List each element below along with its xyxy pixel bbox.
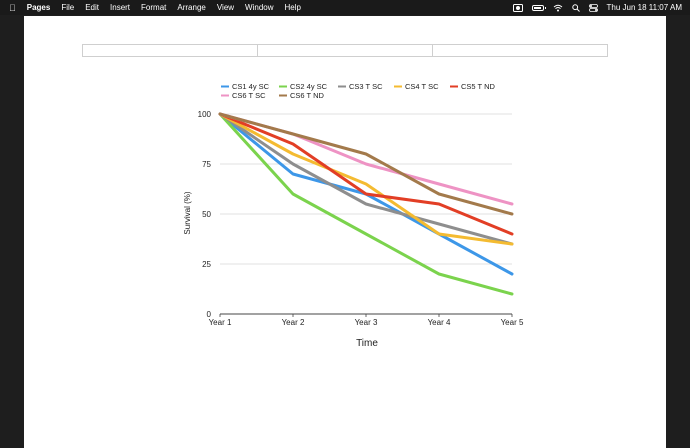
screen-record-icon[interactable] xyxy=(512,3,523,12)
legend-label: CS5 T ND xyxy=(461,82,495,91)
series-line-2 xyxy=(218,112,514,296)
series-line-7 xyxy=(218,112,514,216)
y-axis-label: Survival (%) xyxy=(183,191,192,234)
menu-edit[interactable]: Edit xyxy=(78,3,99,12)
y-tick-label: 25 xyxy=(202,260,211,269)
y-tick-label: 75 xyxy=(202,160,211,169)
battery-icon[interactable] xyxy=(531,4,546,11)
y-tick-label: 0 xyxy=(207,310,212,319)
menu-bar:  Pages File Edit Insert Format Arrange … xyxy=(0,0,690,15)
menu-window[interactable]: Window xyxy=(238,3,273,12)
y-axis-ticks: 0 25 50 75 100 xyxy=(198,110,212,319)
menu-view[interactable]: View xyxy=(210,3,234,12)
search-icon[interactable] xyxy=(571,3,580,12)
series-line-3 xyxy=(218,112,514,246)
x-tick-label: Year 3 xyxy=(355,318,378,327)
legend-label: CS3 T SC xyxy=(349,82,383,91)
apple-menu-icon[interactable]:  xyxy=(9,3,16,13)
app-menu[interactable]: Pages xyxy=(20,3,51,12)
x-axis-label: Time xyxy=(356,338,378,349)
x-tick-label: Year 1 xyxy=(209,318,232,327)
document-table[interactable] xyxy=(82,44,608,57)
chart-legend: CS1 4y SC CS2 4y SC CS3 T SC CS4 T SC CS5 T … xyxy=(221,82,495,100)
series-line-4 xyxy=(218,112,514,246)
document-page xyxy=(24,16,666,448)
clock[interactable]: Thu Jun 18 11:07 AM xyxy=(606,3,682,12)
table-cell[interactable] xyxy=(83,45,258,56)
menu-insert[interactable]: Insert xyxy=(103,3,130,12)
series-line-5 xyxy=(218,112,514,236)
x-tick-label: Year 2 xyxy=(282,318,305,327)
legend-label: CS1 4y SC xyxy=(232,82,270,91)
menu-format[interactable]: Format xyxy=(134,3,166,12)
x-tick-label: Year 4 xyxy=(428,318,451,327)
x-tick-label: Year 5 xyxy=(501,318,524,327)
legend-label: CS4 T SC xyxy=(405,82,439,91)
wifi-icon[interactable] xyxy=(553,4,563,12)
menu-file[interactable]: File xyxy=(54,3,74,12)
x-axis-ticks: Year 1 Year 2 Year 3 Year 4 Year 5 xyxy=(209,314,524,327)
chart-series xyxy=(218,112,514,296)
legend-label: CS2 4y SC xyxy=(290,82,328,91)
legend-label: CS6 T ND xyxy=(290,91,324,100)
table-cell[interactable] xyxy=(258,45,433,56)
menu-arrange[interactable]: Arrange xyxy=(170,3,205,12)
menu-help[interactable]: Help xyxy=(277,3,301,12)
legend-label: CS6 T SC xyxy=(232,91,266,100)
y-tick-label: 100 xyxy=(198,110,212,119)
control-center-icon[interactable] xyxy=(588,3,598,12)
y-tick-label: 50 xyxy=(202,210,211,219)
